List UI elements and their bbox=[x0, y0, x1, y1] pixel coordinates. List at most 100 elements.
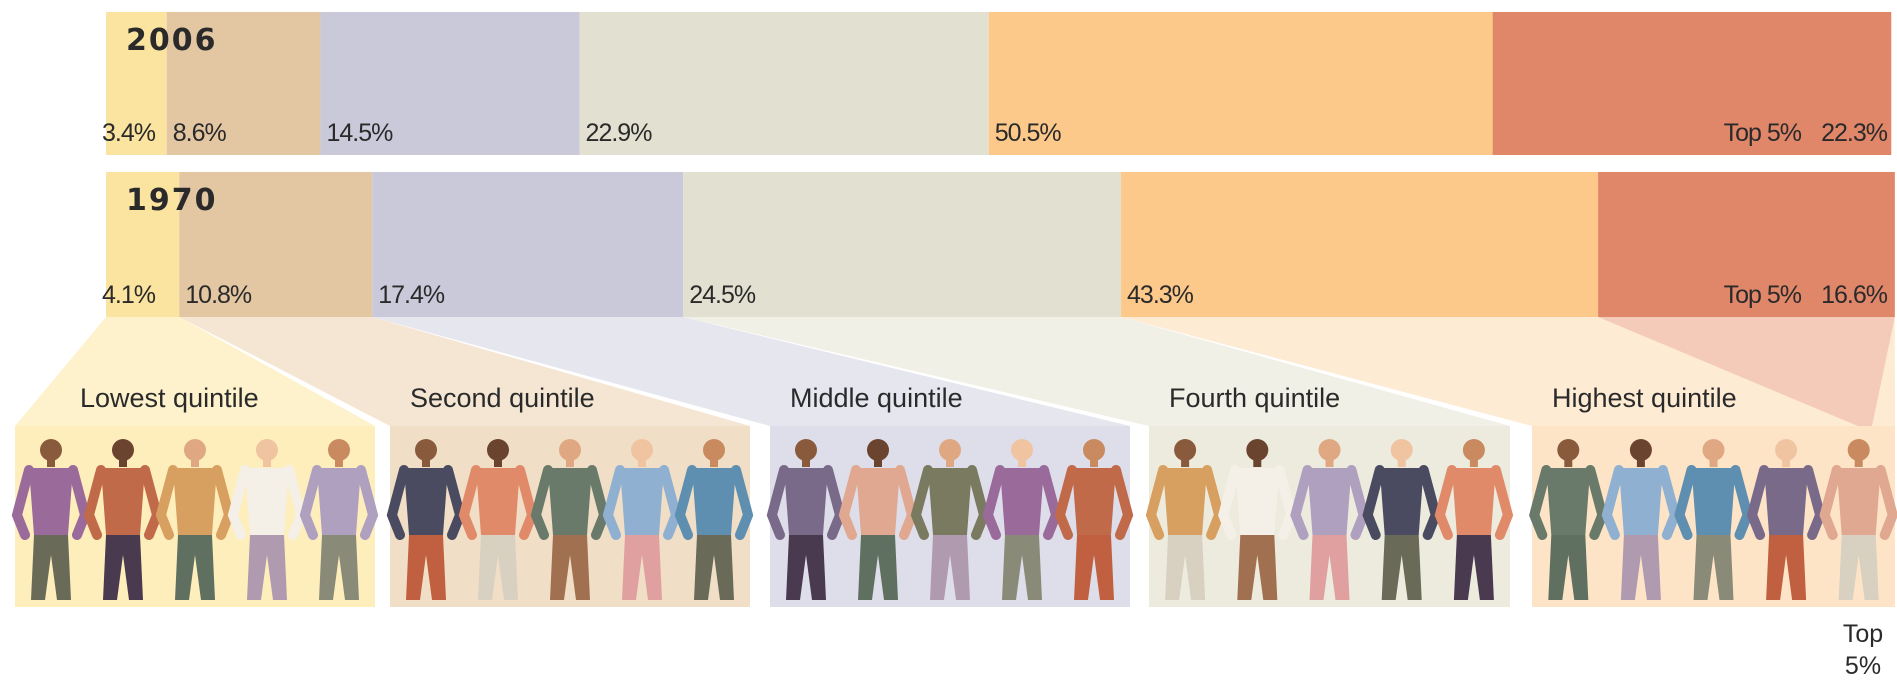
figure-neck bbox=[1253, 459, 1262, 467]
value-label: 22.3% bbox=[1821, 119, 1888, 147]
figure-head bbox=[703, 439, 725, 461]
figure-torso bbox=[856, 468, 900, 535]
figure-legs bbox=[1165, 535, 1206, 600]
figure-torso bbox=[101, 468, 145, 535]
value-label: 14.5% bbox=[326, 119, 393, 147]
bar-segment bbox=[372, 172, 684, 317]
figure-torso bbox=[245, 468, 289, 535]
figure-torso bbox=[692, 468, 736, 535]
bar-segment bbox=[320, 12, 580, 155]
figure-torso bbox=[173, 468, 217, 535]
connector bbox=[179, 317, 751, 426]
figure-head bbox=[1775, 439, 1798, 461]
figure-torso bbox=[784, 468, 828, 535]
figure-legs bbox=[175, 535, 215, 600]
figure-legs bbox=[103, 535, 143, 600]
figure-neck bbox=[1782, 459, 1791, 467]
figure-legs bbox=[1453, 535, 1494, 600]
connector bbox=[1598, 317, 1895, 426]
figure-legs bbox=[1074, 535, 1114, 600]
people-illustration bbox=[11, 439, 379, 600]
figure-legs bbox=[1002, 535, 1042, 600]
value-label: 8.6% bbox=[173, 119, 227, 147]
figure-torso bbox=[1618, 468, 1663, 535]
figure-legs bbox=[786, 535, 826, 600]
figure-legs bbox=[1620, 535, 1661, 600]
value-label: 50.5% bbox=[995, 119, 1062, 147]
figure-head bbox=[795, 439, 817, 461]
figure-head bbox=[1557, 439, 1580, 461]
figure-torso bbox=[404, 468, 448, 535]
figure-torso bbox=[1691, 468, 1736, 535]
figure-legs bbox=[1693, 535, 1734, 600]
figure-legs bbox=[1381, 535, 1422, 600]
figure-neck bbox=[1181, 459, 1190, 467]
figure-arms bbox=[674, 465, 754, 540]
figure-head bbox=[1083, 439, 1105, 461]
figure-torso bbox=[317, 468, 361, 535]
figure-legs bbox=[247, 535, 287, 600]
top-share-segment bbox=[1598, 172, 1895, 317]
value-label: 43.3% bbox=[1127, 281, 1194, 309]
figure-legs bbox=[1548, 535, 1589, 600]
figure-head bbox=[256, 439, 278, 461]
top-share-segment bbox=[1492, 12, 1892, 155]
figure-arms bbox=[1434, 465, 1514, 540]
figure-head bbox=[1462, 439, 1485, 461]
figure-neck bbox=[494, 459, 502, 467]
top-share-label: Top 5% bbox=[1724, 119, 1802, 147]
figure-neck bbox=[1090, 459, 1098, 467]
figure-neck bbox=[1018, 459, 1026, 467]
figure-head bbox=[112, 439, 134, 461]
top-share-label: Top 5% bbox=[1724, 281, 1802, 309]
figure-head bbox=[415, 439, 437, 461]
figure-torso bbox=[1163, 468, 1208, 535]
value-label: 24.5% bbox=[689, 281, 756, 309]
figure-head bbox=[1318, 439, 1341, 461]
figure-head bbox=[184, 439, 206, 461]
figure-head bbox=[1174, 439, 1197, 461]
figure-head bbox=[1246, 439, 1269, 461]
legend-label: Middle quintile bbox=[790, 383, 963, 413]
figure-neck bbox=[1564, 459, 1573, 467]
figure-torso bbox=[1235, 468, 1280, 535]
figure-neck bbox=[191, 459, 199, 467]
figure-neck bbox=[874, 459, 882, 467]
figure-head bbox=[1390, 439, 1413, 461]
figure-legs bbox=[622, 535, 662, 600]
figure-neck bbox=[802, 459, 810, 467]
figure-torso bbox=[1000, 468, 1044, 535]
bar-segment bbox=[166, 12, 321, 155]
figure-neck bbox=[335, 459, 343, 467]
figure-torso bbox=[620, 468, 664, 535]
figure-legs bbox=[858, 535, 898, 600]
figure-legs bbox=[1766, 535, 1807, 600]
value-label: 22.9% bbox=[586, 119, 653, 147]
figure-neck bbox=[422, 459, 430, 467]
figure-arms bbox=[1054, 465, 1134, 540]
figure-legs bbox=[1309, 535, 1350, 600]
figure-torso bbox=[548, 468, 592, 535]
figure-legs bbox=[31, 535, 71, 600]
value-label: 16.6% bbox=[1821, 281, 1888, 309]
top-share-note: Top 5% bbox=[1842, 620, 1884, 680]
figure-arms bbox=[1819, 465, 1897, 540]
year-label: 2006 bbox=[126, 23, 218, 58]
figure-neck bbox=[566, 459, 574, 467]
connector bbox=[683, 317, 1510, 426]
figure-legs bbox=[406, 535, 446, 600]
figure-neck bbox=[1469, 459, 1478, 467]
bar-segment bbox=[106, 12, 167, 155]
people-illustration bbox=[1529, 439, 1897, 600]
bar-segment bbox=[579, 12, 989, 155]
value-label: 10.8% bbox=[185, 281, 252, 309]
legend-label: Second quintile bbox=[410, 383, 595, 413]
figure-head bbox=[328, 439, 350, 461]
value-label: 3.4% bbox=[102, 119, 156, 147]
figure-neck bbox=[1854, 459, 1863, 467]
figure-neck bbox=[263, 459, 271, 467]
legend-label: Lowest quintile bbox=[80, 383, 259, 413]
people-illustration bbox=[766, 439, 1134, 600]
